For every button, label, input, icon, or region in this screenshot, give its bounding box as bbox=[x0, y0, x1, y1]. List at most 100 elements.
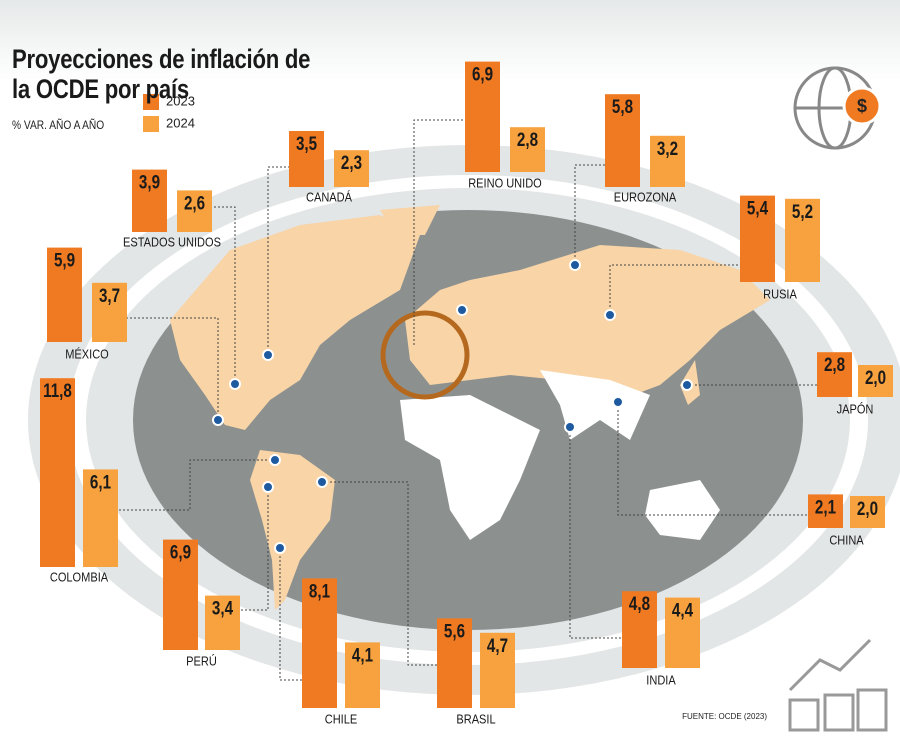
bar bbox=[650, 135, 685, 187]
country-label: MÉXICO bbox=[65, 346, 109, 362]
coin-symbol: $ bbox=[857, 96, 867, 116]
leader-line bbox=[267, 166, 289, 355]
value-label: 4,4 bbox=[672, 599, 693, 621]
location-dot bbox=[612, 396, 624, 408]
value-label: 3,7 bbox=[99, 284, 120, 306]
location-dot bbox=[212, 414, 224, 426]
value-label: 11,8 bbox=[43, 380, 72, 402]
europe-highlight bbox=[380, 310, 470, 400]
value-label: 2,1 bbox=[815, 496, 836, 518]
country-label: JAPÓN bbox=[837, 401, 874, 417]
value-label: 5,4 bbox=[747, 197, 768, 219]
value-label: 5,2 bbox=[792, 200, 813, 222]
bar bbox=[302, 578, 337, 708]
value-label: 6,9 bbox=[170, 541, 191, 563]
value-label: 3,2 bbox=[657, 137, 678, 159]
bar bbox=[858, 365, 893, 397]
bar bbox=[92, 282, 127, 342]
bar bbox=[132, 169, 167, 232]
bar bbox=[665, 597, 700, 668]
value-label: 2,8 bbox=[517, 129, 538, 151]
value-label: 2,0 bbox=[857, 497, 878, 519]
bar bbox=[808, 494, 843, 528]
value-label: 3,5 bbox=[296, 132, 317, 154]
location-dot bbox=[569, 259, 581, 271]
bar bbox=[850, 496, 885, 528]
legend-swatch bbox=[143, 116, 159, 132]
globe-icon bbox=[793, 66, 882, 150]
bar bbox=[605, 94, 640, 187]
location-dot bbox=[316, 476, 328, 488]
bar bbox=[740, 195, 775, 282]
location-dot bbox=[229, 378, 241, 390]
country-label: ESTADOS UNIDOS bbox=[123, 235, 221, 250]
coins-stack bbox=[788, 698, 820, 732]
location-dot bbox=[274, 542, 286, 554]
location-dot bbox=[269, 454, 281, 466]
leader-line bbox=[118, 459, 275, 511]
value-label: 2,0 bbox=[865, 366, 886, 388]
australia bbox=[645, 480, 720, 540]
bar bbox=[785, 198, 820, 282]
bar bbox=[622, 591, 657, 668]
bar bbox=[817, 352, 852, 397]
chart-title: Proyecciones de inflación de la OCDE por… bbox=[12, 44, 311, 104]
country-label: REINO UNIDO bbox=[468, 176, 542, 191]
value-label: 5,6 bbox=[444, 620, 465, 642]
value-label: 5,8 bbox=[612, 96, 633, 118]
bar bbox=[289, 131, 324, 187]
leader-line bbox=[569, 427, 622, 639]
location-dot bbox=[456, 304, 468, 316]
bar bbox=[480, 632, 515, 708]
value-label: 4,7 bbox=[487, 634, 508, 656]
chart-subtitle: % VAR. AÑO A AÑO bbox=[12, 118, 105, 132]
leader-line bbox=[240, 487, 269, 611]
greenland bbox=[380, 205, 440, 235]
bar bbox=[47, 247, 82, 342]
bar bbox=[83, 469, 118, 567]
leader-line bbox=[574, 164, 605, 265]
leader-line bbox=[413, 119, 465, 345]
bar bbox=[177, 190, 212, 232]
trend-line bbox=[788, 638, 872, 692]
coins-stack bbox=[856, 688, 888, 732]
value-label: 8,1 bbox=[309, 580, 330, 602]
country-label: INDIA bbox=[646, 673, 676, 688]
country-label: CANADÁ bbox=[306, 189, 353, 205]
legend-label: 2023 bbox=[166, 93, 195, 108]
leader-line bbox=[609, 264, 740, 315]
country-label: COLOMBIA bbox=[50, 570, 109, 585]
location-dot bbox=[681, 379, 693, 391]
value-label: 2,6 bbox=[184, 192, 205, 214]
north-america bbox=[170, 215, 420, 430]
source: FUENTE: OCDE (2023) bbox=[682, 712, 767, 721]
bar bbox=[40, 378, 75, 567]
bar bbox=[510, 127, 545, 172]
bar bbox=[345, 642, 380, 708]
leader-line bbox=[279, 548, 302, 681]
location-dot bbox=[604, 309, 616, 321]
continents bbox=[170, 205, 770, 610]
value-label: 4,1 bbox=[352, 644, 373, 666]
value-label: 2,8 bbox=[824, 354, 845, 376]
country-label: CHINA bbox=[829, 533, 864, 548]
value-label: 6,1 bbox=[90, 471, 111, 493]
coin bbox=[842, 86, 882, 126]
country-label: RUSIA bbox=[763, 287, 798, 302]
leader-line bbox=[322, 481, 437, 666]
value-label: 6,9 bbox=[472, 63, 493, 85]
leader-line bbox=[127, 317, 219, 420]
leader-line bbox=[212, 206, 236, 384]
bar bbox=[437, 618, 472, 708]
africa bbox=[400, 395, 540, 540]
value-label: 3,4 bbox=[212, 597, 233, 619]
eurasia bbox=[405, 245, 770, 400]
country-label: BRASIL bbox=[456, 712, 496, 727]
country-label: CHILE bbox=[325, 712, 358, 727]
location-dot bbox=[262, 349, 274, 361]
bar bbox=[205, 595, 240, 650]
money-icon bbox=[788, 638, 888, 732]
header-band bbox=[0, 0, 900, 80]
country-label: PERÚ bbox=[186, 653, 217, 669]
location-dot bbox=[262, 481, 274, 493]
